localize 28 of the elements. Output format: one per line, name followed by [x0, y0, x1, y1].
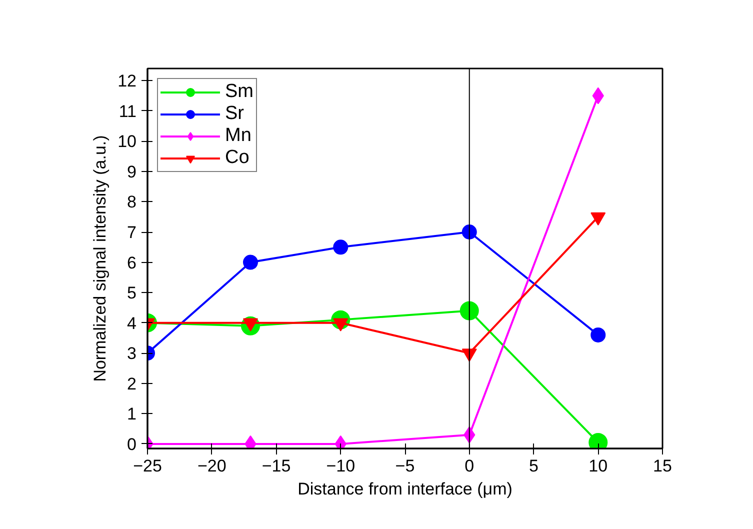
y-tick-label: 6 — [127, 253, 137, 272]
y-tick-label: 9 — [127, 162, 137, 182]
y-tick-label: 12 — [118, 72, 137, 91]
y-tick-label: 10 — [118, 132, 137, 152]
legend-label: Mn — [225, 125, 252, 147]
y-tick-label: 2 — [127, 374, 137, 394]
y-tick-label: 5 — [127, 284, 137, 303]
legend-label: Sr — [225, 103, 245, 125]
y-tick-label: 8 — [127, 192, 137, 212]
x-tick-label: −10 — [326, 456, 356, 476]
y-tick-label: 0 — [127, 434, 137, 454]
y-tick-label: 4 — [127, 314, 137, 333]
y-tick-label: 3 — [127, 344, 137, 364]
x-tick-label: −25 — [133, 456, 162, 476]
x-axis-title: Distance from interface (μm) — [298, 480, 512, 498]
legend-label: Sm — [225, 81, 254, 103]
x-tick-label: 10 — [588, 456, 608, 476]
x-tick-label: −5 — [395, 456, 415, 476]
x-tick-label: −20 — [197, 456, 226, 476]
x-tick-label: 15 — [653, 456, 672, 476]
legend-label: Co — [225, 147, 250, 169]
y-tick-label: 11 — [118, 102, 137, 121]
x-tick-label: −15 — [262, 456, 291, 476]
y-axis-title: Normalized signal intensity (a.u.) — [90, 135, 110, 382]
x-tick-label: 0 — [464, 456, 474, 476]
y-tick-label: 7 — [127, 223, 137, 242]
x-tick-label: 5 — [529, 456, 538, 476]
y-tick-label: 1 — [127, 404, 137, 424]
